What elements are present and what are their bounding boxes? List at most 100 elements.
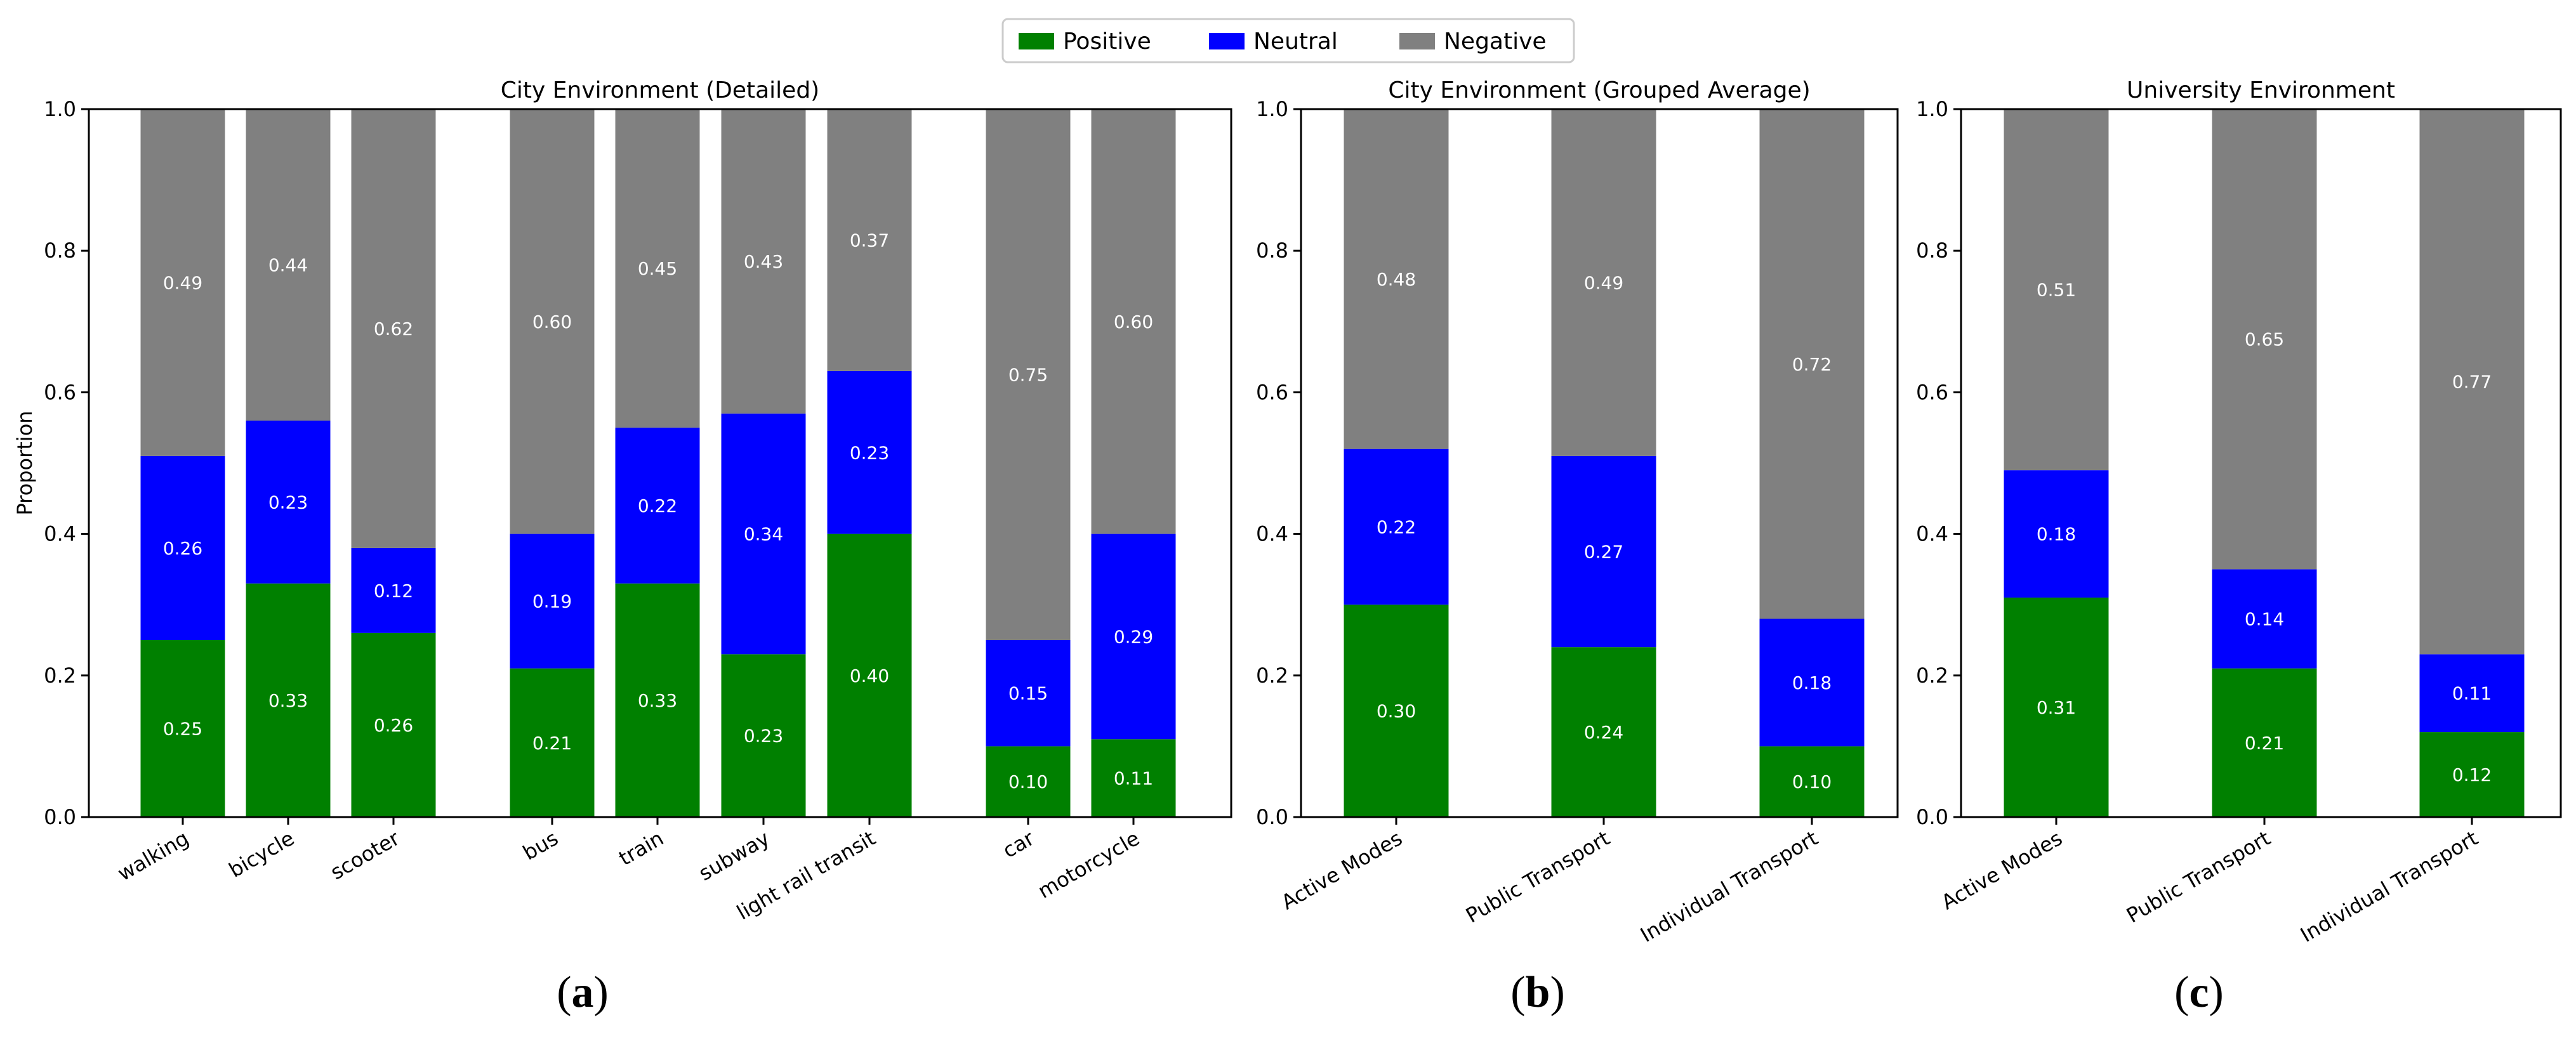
panel-3-axes-frame [1960,108,2562,818]
panel-3-value-label-positive-2: 0.21 [2245,733,2284,754]
caption-a: (a) [519,967,646,1018]
panel-1-bar-neutral-7 [827,370,912,534]
panel-2-bar-positive-1 [1344,605,1449,817]
panel-3-bar-neutral-3 [2419,654,2525,733]
panel-2-y-tick-label-3: 0.4 [1256,522,1288,546]
panel-1-value-label-positive-3: 0.26 [374,715,413,736]
panel-3-y-tick-label-3: 0.4 [1916,522,1948,546]
panel-3-y-tick-label-4: 0.6 [1916,380,1948,404]
panel-1-bar-negative-6 [721,109,806,414]
panel-1-bar-neutral-3 [351,547,436,633]
legend-swatch-negative [1399,33,1435,49]
panel-2-x-tick-label-2: Public Transport [1462,826,1614,927]
panel-1-value-label-positive-6: 0.23 [744,726,783,747]
panel-1-title: City Environment (Detailed) [501,77,819,103]
panel-2-value-label-negative-1: 0.48 [1377,269,1416,290]
panel-1-value-label-neutral-7: 0.23 [850,442,889,463]
panel-1-x-tick-label-3: scooter [326,826,404,885]
panel-1-value-label-neutral-4: 0.19 [532,591,572,612]
panel-1-value-label-positive-8: 0.10 [1008,771,1048,792]
caption-a-open: ( [557,968,572,1017]
panel-3-x-tick-label-2: Public Transport [2122,826,2275,927]
caption-b-letter: b [1525,968,1550,1017]
panel-3-value-label-negative-2: 0.65 [2245,329,2284,350]
panel-3-y-tick-label-1: 0.0 [1916,805,1948,829]
panel-2-x-tick-label-1: Active Modes [1278,826,1406,914]
panel-1-value-label-neutral-9: 0.29 [1114,626,1153,647]
legend-swatch-neutral [1209,33,1245,49]
panel-2-y-tick-label-4: 0.6 [1256,380,1288,404]
panel-1-bar-positive-9 [1091,739,1176,817]
panel-3-value-label-neutral-2: 0.14 [2245,609,2284,630]
panel-3-y-tick-label-5: 0.8 [1916,239,1948,263]
panel-2-bar-positive-2 [1551,647,1656,817]
panel-2-value-label-negative-3: 0.72 [1792,354,1832,375]
panel-1-value-label-neutral-1: 0.26 [163,538,202,559]
panel-1-value-label-positive-9: 0.11 [1114,768,1153,789]
panel-1-value-label-negative-5: 0.45 [638,258,677,279]
panel-1-x-tick-label-6: subway [694,826,774,886]
panel-2-y-tick-label-1: 0.0 [1256,805,1288,829]
panel-3-value-label-negative-3: 0.77 [2452,372,2492,393]
panel-2-bar-neutral-1 [1344,448,1449,605]
panel-2-axes-frame [1300,108,1899,818]
panel-1-y-axis-label: Proportion [13,410,37,515]
panel-2-title: City Environment (Grouped Average) [1388,77,1810,103]
panel-1-value-label-positive-4: 0.21 [532,733,572,754]
panel-1-bar-neutral-1 [140,455,225,640]
panel-2-bar-negative-2 [1551,109,1656,456]
panel-3-value-label-neutral-1: 0.18 [2037,524,2076,545]
panel-2-value-label-positive-1: 0.30 [1377,701,1416,722]
caption-a-letter: a [571,968,594,1017]
panel-3-y-tick-label-6: 1.0 [1916,97,1948,121]
panel-1-bar-positive-2 [246,583,331,817]
panel-1-bar-negative-9 [1091,109,1176,534]
panel-2-x-tick-label-3: Individual Transport [1636,826,1822,947]
panel-1-bar-negative-4 [510,109,595,534]
panel-3-bar-positive-2 [2212,668,2317,817]
panel-1-y-tick-label-5: 0.8 [44,239,76,263]
panel-3-title: University Environment [2127,77,2395,103]
panel-1-bar-positive-8 [986,746,1071,817]
panel-3-bar-positive-3 [2419,732,2525,817]
panel-1-bar-negative-2 [246,109,331,421]
panel-3-value-label-positive-3: 0.12 [2452,764,2492,785]
panel-3-value-label-negative-1: 0.51 [2037,280,2076,301]
panel-3-y-tick-label-2: 0.2 [1916,664,1948,688]
panel-2-y-tick-label-2: 0.2 [1256,664,1288,688]
panel-2-bar-neutral-3 [1759,619,1865,747]
panel-1-y-tick-label-3: 0.4 [44,522,76,546]
panel-2-value-label-positive-3: 0.10 [1792,771,1832,792]
panel-2-value-label-neutral-3: 0.18 [1792,672,1832,693]
panel-2-bar-negative-3 [1759,109,1865,619]
panel-1-bar-negative-5 [615,109,700,428]
panel-1-value-label-negative-8: 0.75 [1008,365,1048,386]
panel-1-value-label-neutral-5: 0.22 [638,495,677,516]
caption-c-open: ( [2174,968,2190,1017]
panel-1-value-label-positive-5: 0.33 [638,690,677,711]
panel-3-bar-neutral-1 [2004,470,2109,598]
panel-1-value-label-positive-2: 0.33 [268,690,308,711]
caption-c-letter: c [2189,968,2209,1017]
panel-1-bar-neutral-9 [1091,534,1176,740]
panel-3-bar-negative-2 [2212,109,2317,570]
panel-2-bar-positive-3 [1759,746,1865,817]
caption-a-close: ) [593,968,609,1017]
panel-1-x-tick-label-9: motorcycle [1034,826,1144,903]
panel-1-x-tick-label-4: bus [519,826,562,865]
panel-1-value-label-negative-3: 0.62 [374,318,413,339]
panel-1-bar-positive-3 [351,632,436,817]
legend-swatch-positive [1019,33,1054,49]
panel-1-y-tick-label-6: 1.0 [44,97,76,121]
panel-1-axes-frame [88,108,1232,818]
legend-label-negative: Negative [1444,29,1547,55]
panel-2-value-label-neutral-2: 0.27 [1584,542,1623,563]
panel-1-value-label-neutral-3: 0.12 [374,580,413,601]
caption-c-close: ) [2209,968,2224,1017]
panel-1-bar-negative-8 [986,109,1071,640]
legend-label-positive: Positive [1063,29,1151,55]
panel-1-bar-neutral-5 [615,428,700,584]
caption-b-close: ) [1550,968,1565,1017]
panel-1-x-tick-label-8: car [998,826,1038,863]
